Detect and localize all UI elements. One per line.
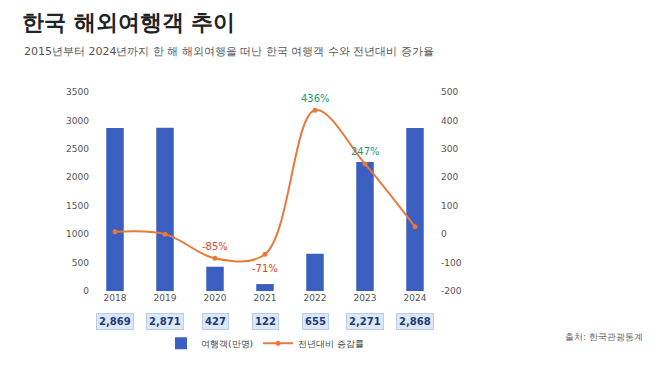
svg-text:2,271: 2,271 xyxy=(349,316,381,327)
svg-text:247%: 247% xyxy=(351,146,380,157)
svg-text:전년대비 증감률: 전년대비 증감률 xyxy=(298,339,364,349)
svg-text:여행객(만명): 여행객(만명) xyxy=(201,339,253,349)
svg-text:500: 500 xyxy=(441,87,458,97)
svg-text:2015년부터 2024년까지 한 해 해외여행을 떠난 한: 2015년부터 2024년까지 한 해 해외여행을 떠난 한국 여행객 수와 전… xyxy=(24,45,434,58)
svg-text:122: 122 xyxy=(255,316,276,327)
svg-text:400: 400 xyxy=(441,116,458,126)
svg-text:한국 해외여행객 추이: 한국 해외여행객 추이 xyxy=(22,10,235,35)
svg-text:655: 655 xyxy=(305,316,326,327)
svg-text:-85%: -85% xyxy=(202,241,228,252)
svg-text:2024: 2024 xyxy=(404,293,427,303)
svg-text:2,868: 2,868 xyxy=(399,316,431,327)
svg-text:1500: 1500 xyxy=(66,201,89,211)
svg-text:2,869: 2,869 xyxy=(99,316,131,327)
svg-text:-200: -200 xyxy=(441,286,462,296)
svg-text:2018: 2018 xyxy=(104,293,127,303)
svg-text:2022: 2022 xyxy=(304,293,327,303)
svg-text:2000: 2000 xyxy=(66,172,89,182)
svg-text:3000: 3000 xyxy=(66,116,89,126)
svg-text:2,871: 2,871 xyxy=(149,316,181,327)
svg-text:3500: 3500 xyxy=(66,87,89,97)
svg-text:0: 0 xyxy=(83,286,89,296)
svg-text:0: 0 xyxy=(441,229,447,239)
svg-text:1000: 1000 xyxy=(66,229,89,239)
svg-text:436%: 436% xyxy=(301,93,330,104)
svg-text:2500: 2500 xyxy=(66,144,89,154)
svg-text:-71%: -71% xyxy=(252,263,278,274)
svg-text:2023: 2023 xyxy=(354,293,377,303)
svg-text:500: 500 xyxy=(72,258,89,268)
svg-text:100: 100 xyxy=(441,201,458,211)
svg-text:427: 427 xyxy=(205,316,226,327)
svg-text:200: 200 xyxy=(441,172,458,182)
svg-text:-100: -100 xyxy=(441,258,462,268)
svg-text:2020: 2020 xyxy=(204,293,227,303)
svg-text:300: 300 xyxy=(441,144,458,154)
svg-text:2019: 2019 xyxy=(154,293,177,303)
svg-text:출처: 한국관광통계: 출처: 한국관광통계 xyxy=(565,332,643,342)
svg-text:2021: 2021 xyxy=(254,293,277,303)
